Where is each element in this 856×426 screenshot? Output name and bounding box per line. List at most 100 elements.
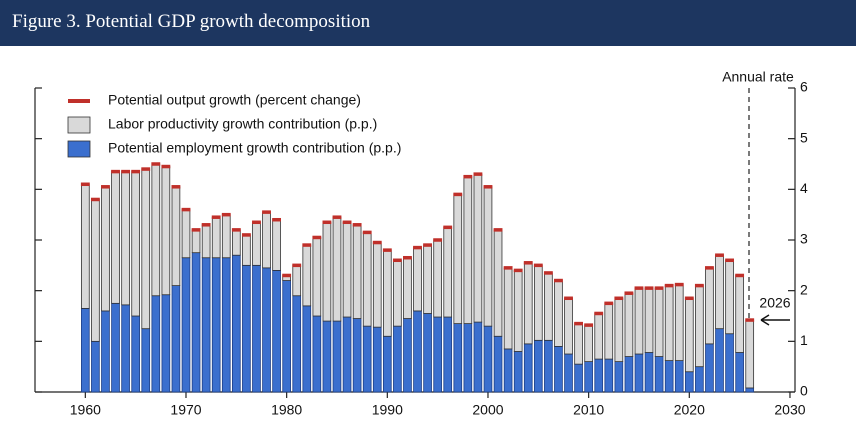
employment-bar [101, 310, 110, 393]
header: Figure 3. Potential GDP growth decomposi… [0, 0, 856, 46]
productivity-bar [302, 244, 312, 307]
employment-bar [584, 361, 593, 393]
y-tick-label: 1 [800, 332, 808, 348]
x-tick-label: 2010 [573, 402, 604, 418]
employment-bar [393, 325, 402, 393]
productivity-bar [292, 264, 302, 297]
employment-bar [533, 339, 543, 393]
productivity-bar [272, 219, 281, 271]
productivity-bar [231, 229, 241, 256]
employment-bar [513, 351, 523, 393]
productivity-bar [171, 186, 181, 287]
employment-bar [171, 285, 181, 393]
employment-bar [745, 387, 755, 393]
legend-label: Potential employment growth contribution… [108, 140, 401, 156]
employment-bar [403, 318, 412, 393]
productivity-bar [161, 166, 171, 296]
productivity-bar [262, 211, 271, 269]
productivity-bar [523, 262, 533, 345]
chart: Annual rate 2026 0 1 2 3 4 5 6 1960 1970 1980 1990… [34, 69, 808, 418]
productivity-bar [101, 186, 110, 312]
productivity-bar [674, 284, 684, 361]
productivity-bar [413, 247, 422, 312]
employment-bar [725, 333, 734, 393]
x-tick-label: 2000 [472, 402, 503, 418]
employment-bar [342, 316, 352, 393]
employment-bar [362, 325, 372, 393]
productivity-bar [362, 231, 372, 327]
productivity-bar [372, 242, 382, 328]
productivity-bar [705, 267, 714, 345]
employment-bar [564, 353, 573, 393]
employment-bar [463, 323, 473, 393]
employment-bar [433, 316, 442, 393]
productivity-bar [342, 221, 352, 318]
productivity-bar [242, 234, 251, 266]
annotation: 2026 [759, 295, 790, 311]
productivity-bar [191, 229, 201, 254]
productivity-bar [332, 216, 342, 322]
employment-bar [715, 328, 724, 393]
productivity-bar [393, 259, 402, 327]
employment-bar [382, 335, 392, 393]
productivity-bar [715, 254, 724, 330]
employment-bar [221, 257, 231, 393]
productivity-bar [352, 224, 362, 319]
productivity-bar [533, 264, 543, 341]
employment-bar [252, 264, 261, 393]
employment-bar [181, 257, 191, 393]
employment-bar [322, 320, 332, 393]
productivity-bar [221, 214, 231, 259]
employment-bar [312, 315, 322, 393]
productivity-bar [614, 297, 624, 362]
figure-title: Figure 3. Potential GDP growth decomposi… [12, 11, 371, 32]
employment-bar [594, 358, 604, 393]
y-tick-label: 2 [800, 281, 808, 297]
productivity-bar [322, 221, 332, 322]
productivity-bar [584, 324, 593, 362]
employment-bar [81, 307, 90, 393]
legend-label: Labor productivity growth contribution (… [108, 116, 377, 132]
employment-bar [684, 371, 694, 393]
productivity-bar [91, 199, 100, 342]
productivity-bar [81, 183, 90, 309]
employment-bar [453, 323, 463, 393]
productivity-bar [654, 287, 664, 357]
employment-bar [473, 321, 483, 393]
employment-bar [544, 339, 553, 393]
employment-bar [201, 257, 211, 393]
productivity-bar [382, 249, 392, 337]
x-tick-label: 1970 [170, 402, 201, 418]
employment-bar [372, 326, 382, 393]
productivity-bar [403, 257, 412, 319]
employment-bar [604, 358, 614, 393]
productivity-bar [131, 171, 140, 317]
employment-bar [302, 305, 312, 393]
productivity-bar [181, 209, 191, 259]
productivity-bar [634, 287, 644, 355]
y-tick-label: 4 [800, 180, 808, 196]
x-tick-label: 1960 [70, 402, 101, 418]
productivity-bar [463, 176, 473, 325]
productivity-bar [644, 287, 654, 353]
productivity-bar [433, 239, 442, 318]
x-tick-label: 2020 [674, 402, 705, 418]
y-tick-label: 6 [800, 79, 808, 95]
y-tick-label: 3 [800, 231, 808, 247]
productivity-bar [554, 280, 563, 347]
productivity-bar [745, 319, 755, 389]
employment-bar [121, 304, 130, 393]
productivity-bar [121, 171, 130, 306]
legend-label: Potential output growth (percent change) [108, 92, 361, 108]
x-tick-label: 2030 [774, 402, 805, 418]
productivity-bar [312, 237, 322, 317]
employment-bar [151, 295, 161, 393]
employment-bar [91, 340, 100, 393]
employment-bar [674, 360, 684, 393]
employment-bar [443, 316, 453, 393]
employment-bar [423, 313, 432, 393]
productivity-bar [453, 193, 463, 324]
legend-swatch [67, 140, 91, 158]
productivity-bar [211, 216, 221, 259]
employment-bar [292, 295, 302, 393]
